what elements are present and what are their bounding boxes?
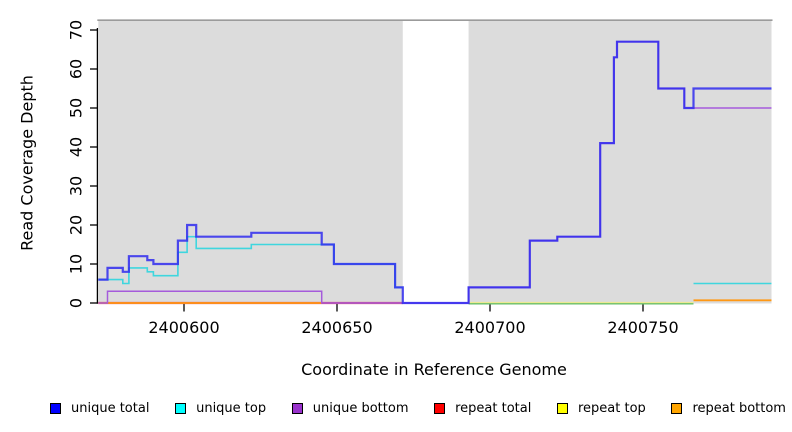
y-tick-label: 10	[66, 253, 86, 275]
legend-swatch-icon	[50, 403, 61, 414]
legend-label: repeat total	[455, 401, 532, 416]
legend-label: unique bottom	[312, 401, 409, 416]
legend-label: unique top	[196, 401, 267, 416]
x-tick-label: 2400750	[607, 318, 679, 337]
y-tick-label: 70	[66, 19, 86, 41]
legend-item-repeat-top: repeat top	[557, 401, 646, 416]
legend-label: repeat bottom	[692, 401, 786, 416]
legend-swatch-icon	[291, 403, 303, 414]
series-line-repeat-bottom	[98, 299, 772, 304]
y-tick-label: 50	[66, 97, 86, 119]
covered-region-right	[468, 21, 772, 304]
x-tick-label: 2400700	[454, 318, 526, 337]
legend-item-repeat-total: repeat total	[434, 401, 531, 416]
y-tick-label: 30	[66, 175, 86, 197]
y-tick-label: 20	[66, 214, 86, 236]
legend-swatch-icon	[175, 403, 187, 414]
legend-swatch-icon	[434, 403, 446, 414]
x-tick-label: 2400650	[301, 318, 373, 337]
legend-item-unique-bottom: unique bottom	[291, 401, 409, 416]
legend-swatch-icon	[557, 403, 568, 414]
legend-label: unique total	[71, 401, 150, 416]
series-line-unique-total	[98, 40, 772, 305]
y-axis-title: Read Coverage Depth	[17, 75, 37, 251]
covered-region-left	[98, 21, 403, 304]
legend: unique total unique top unique bottom re…	[50, 401, 786, 416]
y-tick-label: 40	[66, 136, 86, 158]
legend-item-repeat-bottom: repeat bottom	[671, 401, 786, 416]
x-axis-title: Coordinate in Reference Genome	[301, 360, 567, 379]
y-tick-label: 0	[66, 297, 86, 309]
x-tick-label: 2400600	[148, 318, 220, 337]
legend-item-unique-total: unique total	[50, 401, 149, 416]
legend-swatch-icon	[671, 403, 683, 414]
legend-label: repeat top	[578, 401, 646, 416]
legend-item-unique-top: unique top	[175, 401, 266, 416]
y-tick-label: 60	[66, 58, 86, 80]
